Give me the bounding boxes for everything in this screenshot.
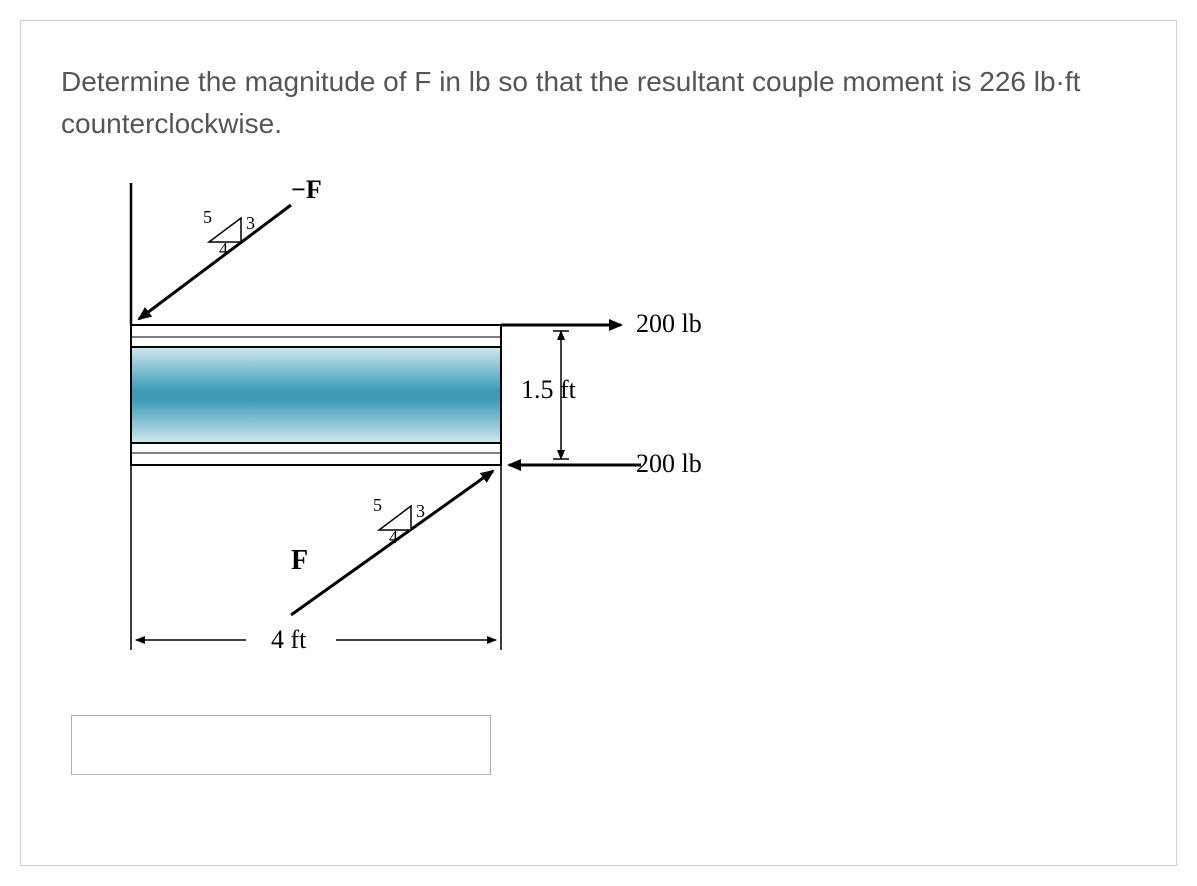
upper-tri-hyp: 5 xyxy=(203,207,212,228)
answer-input[interactable] xyxy=(71,715,491,775)
question-card: Determine the magnitude of F in lb so th… xyxy=(20,20,1177,866)
upper-tri-opp: 3 xyxy=(246,213,255,234)
upper-tri-adj: 4 xyxy=(219,239,228,260)
question-text: Determine the magnitude of F in lb so th… xyxy=(61,61,1136,145)
label-F: F xyxy=(291,545,308,577)
lower-tri-adj: 4 xyxy=(389,527,398,548)
label-200-bot: 200 lb xyxy=(636,449,702,479)
lower-tri-hyp: 5 xyxy=(373,495,382,516)
label-1-5ft: 1.5 ft xyxy=(521,375,576,405)
label-neg-F: −F xyxy=(291,175,322,205)
label-4ft: 4 ft xyxy=(271,625,306,655)
diagram-svg xyxy=(81,175,781,695)
lower-tri-opp: 3 xyxy=(416,501,425,522)
label-200-top: 200 lb xyxy=(636,309,702,339)
diagram: −F 5 3 4 F 5 3 4 200 lb 200 lb 1.5 ft 4 … xyxy=(81,175,781,695)
